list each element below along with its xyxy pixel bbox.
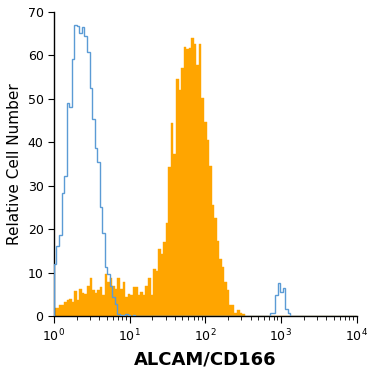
Y-axis label: Relative Cell Number: Relative Cell Number	[7, 83, 22, 245]
X-axis label: ALCAM/CD166: ALCAM/CD166	[134, 350, 276, 368]
